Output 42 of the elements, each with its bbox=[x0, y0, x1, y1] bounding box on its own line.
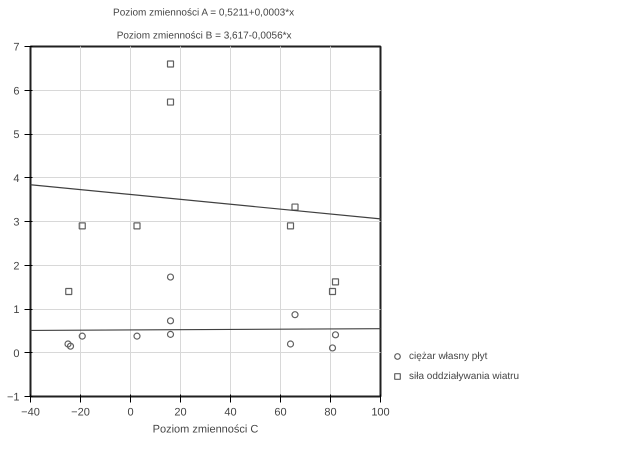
point bbox=[286, 340, 294, 348]
chart-title: Poziom zmienności A = 0,5211+0,0003*x bbox=[113, 8, 294, 18]
x-tick-label: 60 bbox=[274, 406, 287, 418]
point bbox=[291, 311, 299, 318]
x-tick-label: −20 bbox=[71, 406, 90, 418]
point bbox=[66, 342, 74, 350]
chart-subtitle: Poziom zmienności B = 3,617-0,0056*x bbox=[116, 30, 292, 42]
x-tick-label: −40 bbox=[21, 406, 40, 418]
y-tick-label: 1 bbox=[13, 304, 20, 316]
point bbox=[332, 278, 340, 286]
x-tick-label: 20 bbox=[174, 406, 187, 418]
point bbox=[65, 288, 72, 296]
point bbox=[78, 222, 86, 230]
y-tick-label: 0 bbox=[13, 348, 20, 360]
point bbox=[328, 288, 336, 296]
point bbox=[166, 60, 174, 68]
x-tick-label: 40 bbox=[224, 406, 237, 418]
y-tick-label: 2 bbox=[13, 260, 20, 272]
x-tick-label: 80 bbox=[324, 406, 337, 418]
point bbox=[286, 222, 294, 230]
legend-label: ciężar własny płyt bbox=[409, 350, 488, 362]
point bbox=[78, 332, 86, 340]
y-tick-label: −1 bbox=[6, 392, 20, 404]
y-tick-label: 3 bbox=[13, 216, 20, 228]
point bbox=[133, 332, 141, 340]
point bbox=[64, 340, 72, 348]
point bbox=[166, 273, 174, 281]
x-axis-title: Poziom zmienności C bbox=[152, 424, 258, 436]
point bbox=[328, 344, 336, 352]
x-tick-label: 100 bbox=[371, 406, 390, 418]
y-tick-label: 5 bbox=[13, 129, 20, 141]
x-tick-label: 0 bbox=[127, 406, 134, 418]
y-tick-label: 6 bbox=[13, 85, 20, 98]
point bbox=[166, 98, 174, 106]
point bbox=[133, 222, 141, 230]
point bbox=[166, 317, 174, 324]
y-tick-label: 4 bbox=[13, 172, 20, 185]
y-tick-label: 7 bbox=[13, 42, 20, 54]
point bbox=[166, 330, 174, 338]
legend-label: siła oddziaływania wiatru bbox=[409, 370, 520, 382]
point bbox=[332, 331, 340, 338]
point bbox=[291, 203, 299, 211]
